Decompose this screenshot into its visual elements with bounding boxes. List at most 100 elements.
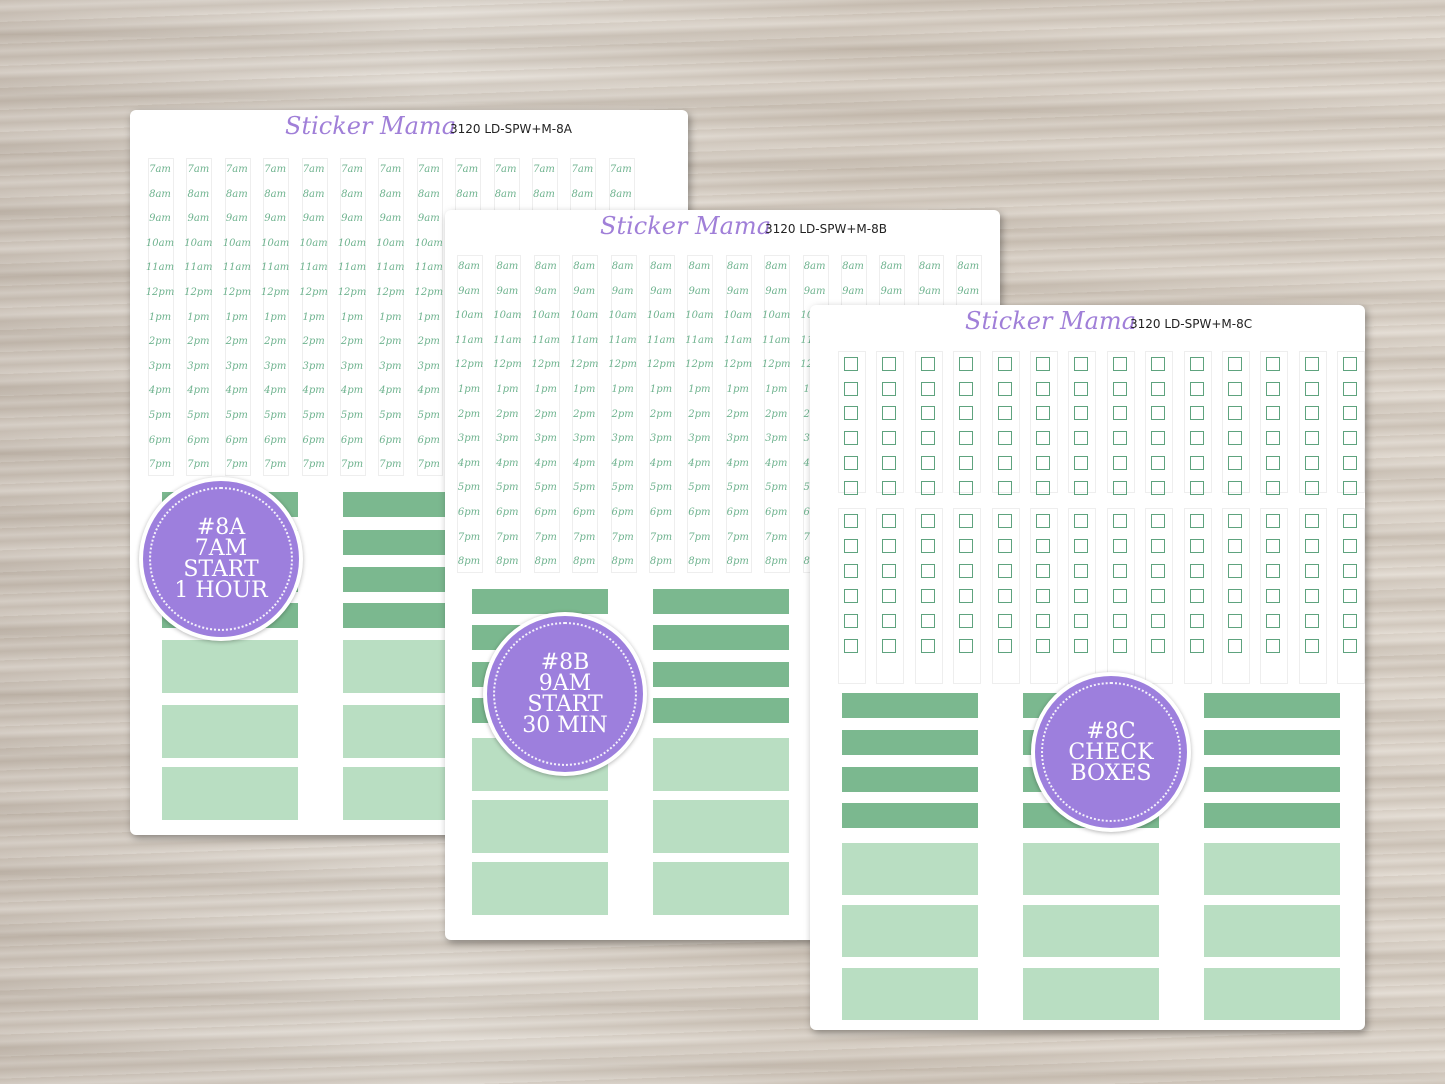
time-label: 11am (608, 334, 637, 346)
checkbox (1189, 639, 1204, 653)
checkbox (1036, 357, 1050, 371)
checkbox (1266, 564, 1281, 578)
time-label: 8am (609, 188, 632, 200)
checkbox (1036, 614, 1050, 628)
checkbox (1304, 589, 1319, 603)
sticker-strip (1183, 508, 1212, 684)
time-label: 7pm (379, 459, 402, 471)
time-label: 12pm (646, 359, 676, 371)
sheet-code: 3120 LD-SPW+M-8B (765, 222, 887, 236)
color-bar (653, 698, 789, 723)
time-label: 8pm (534, 556, 557, 568)
checkbox (920, 639, 935, 653)
time-label: 8pm (688, 556, 711, 568)
time-label: 5pm (302, 410, 325, 421)
time-label: 8am (187, 188, 210, 200)
checkbox (1036, 381, 1050, 396)
checkbox (882, 357, 897, 371)
time-label: 4pm (496, 457, 519, 469)
sticker-strip (340, 158, 366, 476)
checkbox (844, 589, 858, 603)
checkbox (1112, 455, 1127, 470)
time-label: 7am (494, 164, 517, 175)
checkbox (1112, 564, 1127, 578)
time-label: 9am (842, 285, 864, 297)
time-label: 7pm (611, 531, 634, 543)
time-label: 5pm (534, 482, 557, 494)
checkbox (997, 514, 1012, 528)
checkbox (997, 357, 1012, 371)
checkbox (1266, 614, 1281, 628)
badge: #8B 9AM START 30 MIN (483, 612, 647, 776)
checkbox (997, 564, 1012, 578)
checkbox (1266, 589, 1281, 603)
time-label: 9am (341, 213, 363, 225)
time-label: 1pm (573, 384, 596, 395)
time-label: 8am (302, 188, 325, 200)
sticker-strip (572, 255, 599, 573)
time-label: 11am (646, 334, 676, 346)
sticker-strip (914, 508, 943, 684)
checkbox (1228, 564, 1242, 578)
time-label: 9am (880, 285, 903, 297)
checkbox (1189, 480, 1204, 495)
checkbox (1112, 589, 1127, 603)
color-bar (842, 693, 978, 718)
color-block (1023, 968, 1159, 1020)
checkbox (1228, 514, 1242, 528)
badge-line: CHECK (1068, 739, 1154, 765)
time-label: 1pm (726, 384, 749, 395)
time-label: 10am (762, 310, 791, 322)
checkbox (997, 455, 1012, 470)
sticker-strip (186, 158, 213, 476)
time-label: 5pm (765, 482, 788, 494)
checkbox (1343, 406, 1358, 421)
time-label: 5pm (496, 482, 519, 494)
time-label: 6pm (649, 507, 673, 518)
checkbox (844, 480, 858, 495)
sticker-sheet: Sticker Mama 3120 LD-SPW+M-8C #8C CHECK BOXE… (810, 305, 1366, 1030)
sticker-strip (1298, 351, 1327, 493)
time-label: 12pm (493, 359, 522, 371)
time-label: 9am (264, 213, 287, 225)
time-label: 12pm (685, 359, 714, 371)
badge-line: START (527, 692, 603, 717)
time-label: 7am (456, 164, 479, 175)
time-label: 4pm (225, 385, 248, 397)
checkbox (882, 564, 897, 578)
time-label: 11am (454, 334, 484, 346)
checkbox (920, 589, 935, 603)
badge-line: #8B (540, 650, 590, 675)
checkbox (1074, 381, 1089, 396)
sticker-strip (991, 508, 1020, 684)
checkbox (1189, 564, 1204, 578)
time-label: 8am (880, 261, 903, 272)
time-label: 5pm (340, 410, 364, 421)
time-label: 10am (414, 237, 443, 249)
color-block (472, 800, 608, 853)
time-label: 12pm (184, 287, 213, 298)
time-label: 9am (149, 213, 171, 225)
color-bar (1204, 803, 1340, 828)
time-label: 2pm (187, 336, 210, 348)
checkbox (959, 431, 974, 446)
checkbox (959, 564, 974, 578)
time-label: 1pm (457, 384, 481, 395)
checkbox (1343, 357, 1358, 371)
time-label: 10am (337, 237, 367, 249)
checkbox (1151, 357, 1166, 371)
time-label: 4pm (765, 457, 788, 469)
checkbox (1151, 639, 1166, 653)
time-label: 5pm (573, 482, 596, 494)
sheet-code: 3120 LD-SPW+M-8A (450, 122, 572, 136)
sticker-strip (1106, 351, 1135, 493)
sticker-strip (1068, 351, 1097, 493)
time-label: 11am (261, 262, 290, 274)
checkbox (1151, 406, 1166, 421)
time-label: 8am (803, 261, 826, 272)
time-label: 5pm (225, 410, 248, 421)
time-label: 2pm (379, 336, 402, 348)
checkbox (1304, 614, 1319, 628)
time-label: 9am (573, 285, 596, 297)
